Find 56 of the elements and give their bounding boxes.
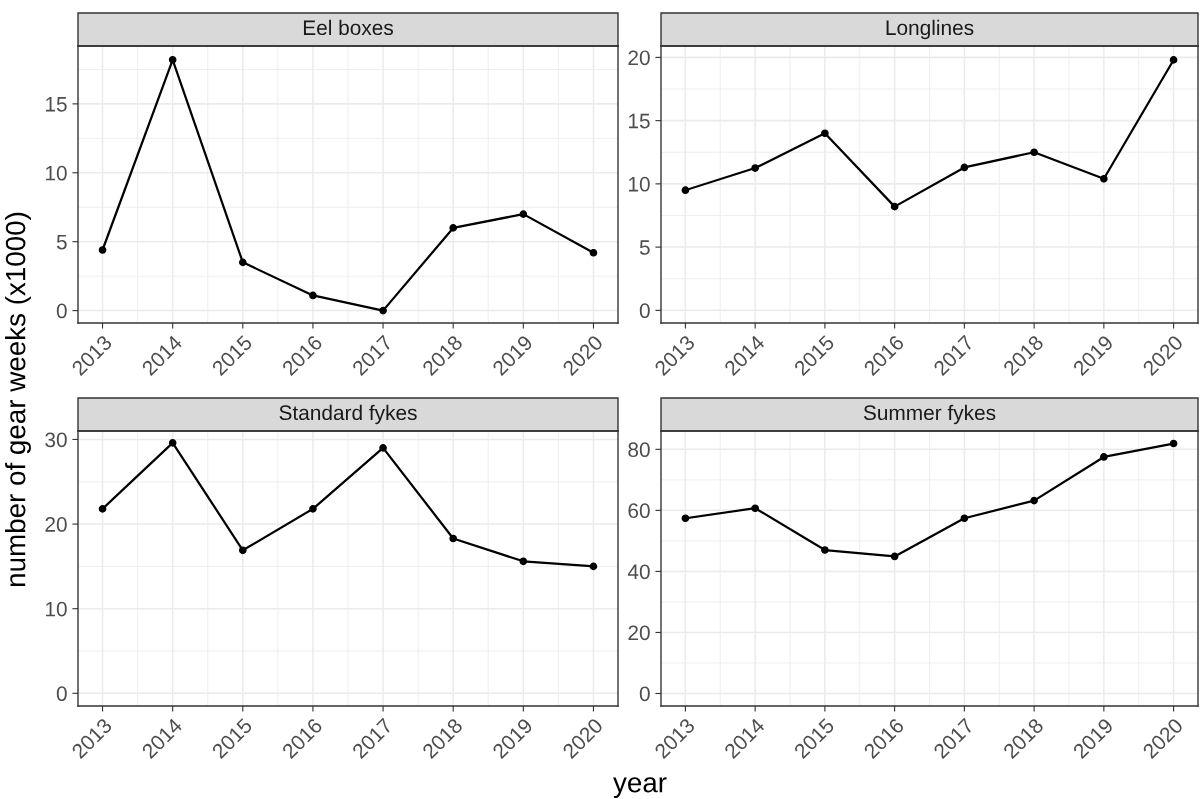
y-axis-title: number of gear weeks (x1000) bbox=[5, 212, 31, 587]
y-tick-label: 40 bbox=[627, 564, 650, 580]
x-axis-title: year bbox=[613, 777, 667, 798]
point bbox=[309, 505, 317, 513]
y-tick-label: 0 bbox=[56, 303, 67, 319]
y-tick-label: 10 bbox=[629, 176, 650, 192]
point bbox=[168, 439, 177, 447]
point bbox=[379, 444, 387, 452]
point bbox=[589, 562, 598, 571]
point bbox=[98, 505, 107, 513]
point bbox=[168, 55, 177, 64]
y-tick-label: 0 bbox=[639, 686, 650, 702]
y-tick-label: 0 bbox=[56, 686, 67, 702]
y-tick-label: 5 bbox=[56, 234, 67, 250]
point bbox=[681, 514, 690, 523]
point bbox=[238, 258, 247, 267]
point bbox=[890, 552, 899, 561]
y-tick-label: 0 bbox=[639, 303, 650, 319]
y-tick-label: 60 bbox=[628, 503, 650, 519]
point bbox=[821, 129, 829, 138]
y-tick-label: 5 bbox=[639, 240, 650, 255]
y-tick-label: 20 bbox=[628, 50, 650, 66]
point bbox=[960, 514, 969, 523]
point bbox=[1100, 174, 1108, 183]
point bbox=[379, 306, 387, 315]
y-tick-label: 20 bbox=[45, 517, 67, 532]
chart-title: Standard fykes bbox=[279, 404, 417, 425]
point bbox=[519, 210, 528, 218]
point bbox=[238, 546, 247, 555]
point bbox=[449, 534, 458, 543]
point bbox=[960, 163, 969, 172]
chart-title: Longlines bbox=[886, 19, 974, 40]
point bbox=[681, 186, 690, 195]
y-tick-label: 15 bbox=[46, 97, 67, 112]
point bbox=[519, 557, 528, 566]
point bbox=[309, 291, 317, 300]
point bbox=[98, 246, 107, 254]
point bbox=[751, 164, 759, 172]
point bbox=[589, 248, 598, 257]
point bbox=[1100, 453, 1108, 461]
point bbox=[1169, 439, 1178, 448]
point bbox=[821, 546, 829, 554]
chart-title: Eel boxes bbox=[303, 19, 393, 36]
point bbox=[449, 224, 458, 232]
point bbox=[1030, 148, 1038, 157]
y-tick-label: 15 bbox=[629, 113, 650, 129]
y-tick-label: 20 bbox=[628, 625, 650, 641]
point bbox=[1169, 56, 1178, 64]
point bbox=[890, 202, 899, 211]
y-tick-label: 10 bbox=[46, 165, 67, 181]
point bbox=[1030, 496, 1038, 505]
y-tick-label: 80 bbox=[628, 442, 650, 458]
chart-title: Summer fykes bbox=[863, 404, 996, 425]
y-tick-label: 10 bbox=[46, 601, 67, 617]
point bbox=[751, 504, 759, 513]
y-tick-label: 30 bbox=[45, 432, 67, 448]
